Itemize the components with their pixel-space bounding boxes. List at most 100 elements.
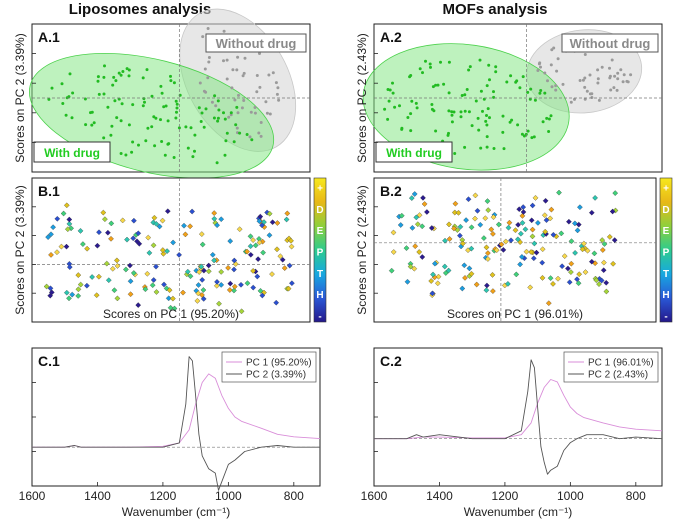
depth-point bbox=[462, 275, 468, 281]
point-with-drug bbox=[532, 135, 536, 139]
depth-point bbox=[189, 208, 195, 215]
point-without-drug bbox=[235, 68, 239, 72]
depth-point bbox=[93, 292, 100, 299]
point-with-drug bbox=[450, 120, 454, 124]
depth-point bbox=[111, 287, 118, 294]
depth-point bbox=[259, 292, 266, 299]
point-without-drug bbox=[621, 80, 625, 84]
depth-point bbox=[66, 221, 73, 227]
colorbar-label: D bbox=[662, 205, 669, 216]
depth-point bbox=[260, 249, 266, 256]
depth-point bbox=[238, 308, 245, 315]
point-with-drug bbox=[529, 87, 533, 91]
point-without-drug bbox=[233, 98, 237, 102]
depth-point bbox=[279, 256, 286, 263]
depth-point bbox=[75, 286, 82, 293]
point-with-drug bbox=[117, 71, 121, 75]
depth-point bbox=[485, 256, 491, 262]
depth-point bbox=[218, 216, 225, 223]
depth-point bbox=[451, 225, 457, 232]
point-with-drug bbox=[153, 144, 157, 148]
point-with-drug bbox=[191, 155, 195, 159]
colorbar-label: D bbox=[316, 205, 323, 216]
point-without-drug bbox=[556, 57, 560, 61]
point-with-drug bbox=[84, 123, 88, 127]
depth-point bbox=[460, 240, 466, 247]
depth-point bbox=[576, 271, 583, 278]
depth-point bbox=[468, 270, 475, 277]
point-with-drug bbox=[494, 65, 498, 69]
depth-point bbox=[588, 258, 595, 265]
point-without-drug bbox=[555, 69, 559, 73]
depth-point bbox=[227, 280, 234, 287]
point-with-drug bbox=[152, 115, 156, 119]
depth-point bbox=[474, 207, 481, 214]
point-with-drug bbox=[114, 79, 118, 83]
point-with-drug bbox=[200, 111, 204, 115]
point-with-drug bbox=[485, 114, 488, 117]
depth-point bbox=[566, 279, 573, 286]
depth-point bbox=[545, 300, 552, 307]
depth-point bbox=[165, 295, 172, 302]
point-with-drug bbox=[131, 140, 135, 144]
depth-point bbox=[77, 228, 84, 234]
legend bbox=[563, 351, 659, 383]
depth-point bbox=[481, 235, 487, 241]
point-with-drug bbox=[174, 116, 178, 120]
depth-point bbox=[266, 232, 273, 239]
point-with-drug bbox=[391, 81, 394, 85]
panel-label: B.1 bbox=[38, 183, 60, 199]
depth-point bbox=[591, 250, 598, 257]
depth-point bbox=[201, 267, 207, 274]
point-without-drug bbox=[552, 46, 556, 50]
depth-point bbox=[451, 209, 458, 216]
point-without-drug bbox=[227, 115, 231, 119]
point-with-drug bbox=[505, 80, 509, 84]
point-with-drug bbox=[463, 109, 467, 113]
depth-point bbox=[565, 265, 571, 272]
depth-point bbox=[485, 207, 492, 213]
annotation-box-with-drug bbox=[375, 141, 453, 163]
depth-point bbox=[529, 226, 536, 233]
depth-point bbox=[108, 235, 114, 242]
depth-point bbox=[442, 270, 449, 276]
depth-point bbox=[257, 213, 264, 220]
point-with-drug bbox=[109, 133, 113, 137]
series-line-2 bbox=[374, 359, 663, 475]
point-with-drug bbox=[125, 67, 129, 71]
point-with-drug bbox=[150, 94, 154, 98]
point-with-drug bbox=[409, 112, 413, 116]
depth-point bbox=[100, 209, 107, 216]
depth-point bbox=[200, 287, 207, 293]
depth-point bbox=[159, 217, 166, 224]
point-with-drug bbox=[460, 94, 464, 97]
depth-point bbox=[75, 293, 82, 299]
point-with-drug bbox=[484, 119, 488, 123]
point-with-drug bbox=[175, 106, 179, 110]
depth-point bbox=[285, 285, 292, 292]
depth-point bbox=[63, 289, 70, 296]
depth-point bbox=[490, 231, 496, 237]
point-with-drug bbox=[410, 99, 414, 103]
depth-point bbox=[127, 291, 134, 298]
depth-point bbox=[66, 295, 72, 302]
point-with-drug bbox=[175, 110, 178, 114]
depth-point bbox=[64, 226, 71, 233]
point-with-drug bbox=[141, 76, 145, 80]
point-with-drug bbox=[222, 111, 225, 115]
point-without-drug bbox=[274, 81, 278, 85]
depth-point bbox=[550, 231, 557, 238]
point-without-drug bbox=[206, 27, 210, 30]
point-without-drug bbox=[201, 35, 205, 39]
depth-point bbox=[483, 244, 490, 251]
point-with-drug bbox=[193, 133, 197, 137]
point-with-drug bbox=[459, 110, 463, 114]
point-with-drug bbox=[124, 153, 128, 157]
depth-point bbox=[432, 260, 438, 267]
point-without-drug bbox=[240, 106, 244, 110]
depth-point bbox=[161, 281, 167, 288]
point-without-drug bbox=[231, 68, 235, 72]
point-with-drug bbox=[172, 156, 176, 159]
point-with-drug bbox=[202, 125, 206, 129]
depth-point bbox=[145, 234, 152, 241]
